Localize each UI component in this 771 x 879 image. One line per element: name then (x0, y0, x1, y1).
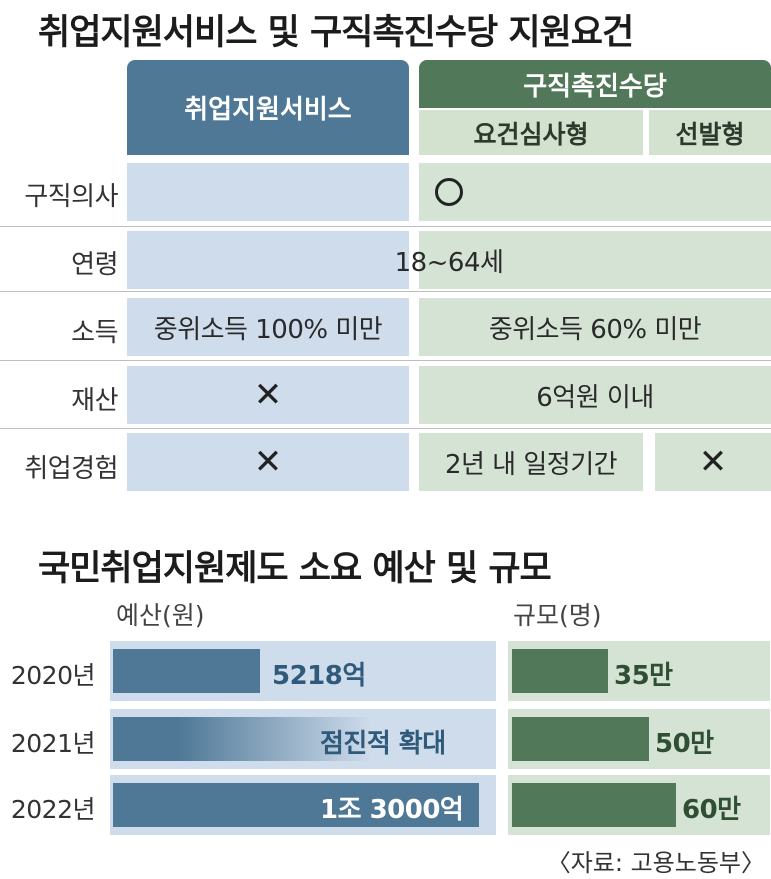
cell-bg (127, 163, 409, 221)
cell-job-intent (127, 163, 771, 221)
budget-axis-label: 예산(원) (116, 601, 205, 630)
row-label-age: 연령 (71, 250, 118, 280)
cell-bg (127, 231, 409, 289)
scale-bar-2022 (512, 783, 676, 827)
row-separator (0, 428, 771, 429)
subheader-select: 선발형 (649, 110, 771, 155)
year-label: 2022년 (10, 795, 96, 824)
budget-label-2021: 점진적 확대 (320, 729, 446, 759)
scale-bar-2020 (512, 649, 608, 693)
year-label: 2021년 (10, 729, 96, 758)
budget-bar-2021 (113, 717, 473, 761)
header-allowance: 구직촉진수당 (419, 60, 771, 108)
cell-income-service: 중위소득 100% 미만 (127, 298, 409, 356)
row-label-work-experience: 취업경험 (24, 454, 118, 484)
budget-bar-2020 (113, 649, 260, 693)
circle-icon (435, 178, 463, 206)
row-separator (0, 226, 771, 227)
subheader-review: 요건심사형 (419, 110, 643, 155)
x-icon: ✕ (253, 375, 283, 415)
year-label: 2020년 (10, 661, 96, 690)
page-title: 취업지원서비스 및 구직촉진수당 지원요건 (38, 13, 634, 53)
scale-label-2020: 35만 (614, 661, 673, 691)
cell-experience-review: 2년 내 일정기간 (419, 433, 643, 491)
cell-property-service: ✕ (127, 366, 409, 424)
header-service: 취업지원서비스 (127, 60, 409, 155)
budget-label-2022: 1조 3000억 (320, 795, 464, 825)
chart-title: 국민취업지원제도 소요 예산 및 규모 (38, 549, 552, 589)
scale-axis-label: 규모(명) (513, 601, 602, 630)
row-separator (0, 291, 771, 292)
cell-bg (419, 163, 771, 221)
scale-bar-2021 (512, 717, 649, 761)
cell-experience-select: ✕ (655, 433, 771, 491)
x-icon: ✕ (253, 442, 283, 482)
budget-label-2020: 5218억 (272, 661, 366, 691)
cell-bg (419, 231, 771, 289)
cell-income-allowance: 중위소득 60% 미만 (419, 298, 771, 356)
cell-experience-service: ✕ (127, 433, 409, 491)
scale-label-2022: 60만 (682, 795, 741, 825)
row-label-income: 소득 (71, 318, 118, 348)
row-label-job-intent: 구직의사 (24, 182, 118, 212)
row-label-property: 재산 (71, 386, 118, 416)
cell-property-allowance: 6억원 이내 (419, 366, 771, 424)
budget-bar-2022 (113, 783, 479, 827)
scale-label-2021: 50만 (655, 729, 714, 759)
row-separator (0, 360, 771, 361)
x-icon: ✕ (698, 442, 728, 482)
cell-age: 18~64세 (394, 247, 504, 278)
source-note: 〈자료: 고용노동부〉 (546, 849, 765, 877)
